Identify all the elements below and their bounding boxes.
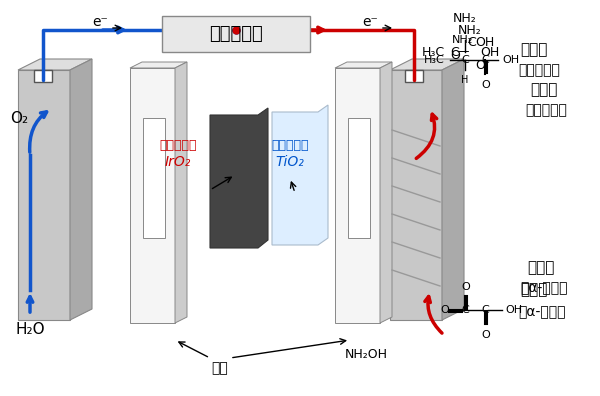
Text: （氨基酸）: （氨基酸） <box>518 63 560 77</box>
Text: C: C <box>467 36 476 48</box>
Text: O: O <box>482 330 490 340</box>
Text: OH: OH <box>505 305 522 315</box>
Text: 阳极催化剂: 阳极催化剂 <box>159 139 197 152</box>
Text: C: C <box>481 305 489 315</box>
Text: 丙氨酸: 丙氨酸 <box>530 82 557 97</box>
Text: O₂: O₂ <box>10 110 28 126</box>
Polygon shape <box>70 59 92 320</box>
Polygon shape <box>175 62 187 323</box>
Text: H₃C: H₃C <box>422 46 445 59</box>
Text: TiO₂: TiO₂ <box>275 155 304 169</box>
Text: 阴极催化剂: 阴极催化剂 <box>271 139 309 152</box>
Text: OH: OH <box>475 36 494 48</box>
Text: （氨基酸）: （氨基酸） <box>525 103 567 117</box>
Polygon shape <box>390 59 464 70</box>
Polygon shape <box>335 68 380 323</box>
Text: O: O <box>450 48 460 61</box>
Polygon shape <box>335 62 392 68</box>
Text: C: C <box>461 305 469 315</box>
Polygon shape <box>272 105 328 245</box>
Text: C: C <box>461 55 469 65</box>
Text: O: O <box>475 59 485 72</box>
Text: （α-酮酸）: （α-酮酸） <box>520 281 568 295</box>
Text: H₂O: H₂O <box>15 322 44 337</box>
Polygon shape <box>18 70 70 320</box>
Text: 丙酮酸: 丙酮酸 <box>520 282 547 297</box>
Text: OH: OH <box>480 46 499 59</box>
Polygon shape <box>18 59 92 70</box>
Polygon shape <box>130 68 175 323</box>
Polygon shape <box>130 62 187 68</box>
Text: NH₂: NH₂ <box>458 23 482 36</box>
Text: e⁻: e⁻ <box>92 15 108 29</box>
Text: O: O <box>482 80 490 90</box>
Text: 丙氨酸: 丙氨酸 <box>520 42 547 57</box>
Polygon shape <box>210 108 268 248</box>
Text: e⁻: e⁻ <box>362 15 378 29</box>
Text: —: — <box>457 46 469 59</box>
Text: 垫片: 垫片 <box>212 361 229 375</box>
Text: OH: OH <box>502 55 519 65</box>
Text: 电化学装置: 电化学装置 <box>209 25 263 43</box>
Text: NH₂: NH₂ <box>453 11 477 25</box>
Polygon shape <box>390 70 442 320</box>
Text: NH₂: NH₂ <box>452 35 473 45</box>
Text: NH₂OH: NH₂OH <box>345 348 388 362</box>
Polygon shape <box>442 59 464 320</box>
Text: C: C <box>481 55 489 65</box>
Text: O: O <box>440 305 449 315</box>
Text: H: H <box>461 75 469 85</box>
Bar <box>405 70 423 82</box>
Text: （α-酮酸）: （α-酮酸） <box>518 305 565 319</box>
FancyBboxPatch shape <box>162 16 310 52</box>
Text: IrO₂: IrO₂ <box>165 155 191 169</box>
Polygon shape <box>143 118 165 238</box>
Text: C: C <box>451 46 460 59</box>
Text: 丙酮酸: 丙酮酸 <box>527 261 554 276</box>
Bar <box>34 70 52 82</box>
Text: O: O <box>461 282 470 292</box>
Text: H₃C: H₃C <box>424 55 445 65</box>
Polygon shape <box>348 118 370 238</box>
Polygon shape <box>380 62 392 323</box>
